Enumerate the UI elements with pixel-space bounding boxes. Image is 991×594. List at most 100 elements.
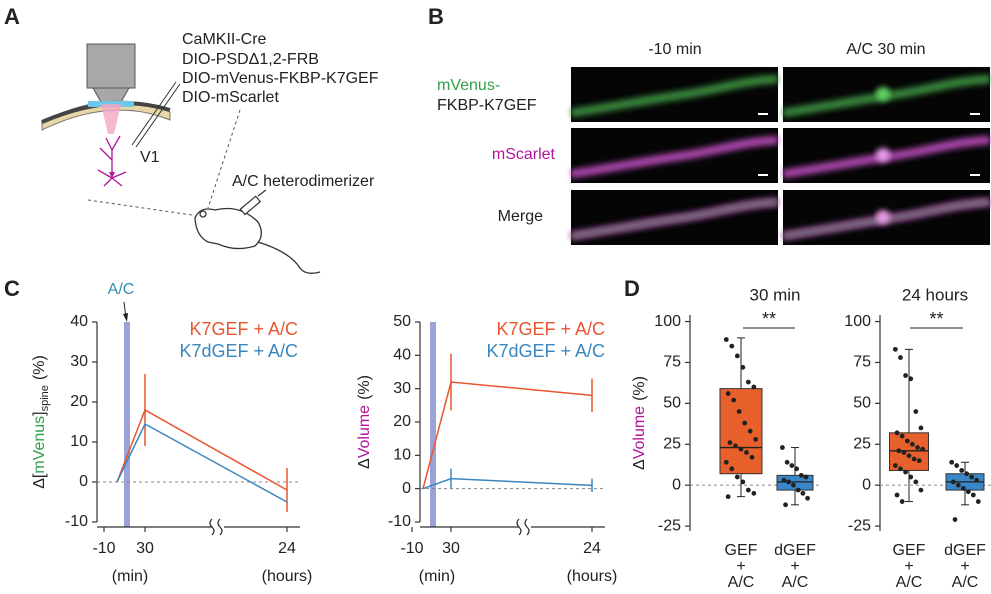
y-tick-label: 100 [844, 313, 871, 330]
row-label: FKBP-K7GEF [437, 97, 537, 114]
y-tick-label: 50 [393, 313, 411, 330]
data-point [974, 477, 980, 483]
dendrite [570, 135, 779, 179]
data-point [918, 487, 924, 493]
data-point [745, 379, 751, 385]
data-point [906, 453, 912, 459]
x-tick-label: -10 [400, 540, 423, 557]
treatment-bar [430, 322, 436, 527]
data-point [915, 445, 920, 450]
y-axis-label-part: Volume [631, 406, 648, 459]
data-point [751, 384, 757, 390]
x-tick-label: + [960, 558, 969, 575]
data-point [949, 459, 955, 465]
data-point [892, 463, 898, 468]
row-label: Merge [498, 208, 543, 225]
y-tick-label: 25 [663, 435, 681, 452]
chart-title: 30 min [749, 285, 800, 304]
y-axis-label: Δ[mVenus]spine (%) [31, 355, 51, 489]
x-tick-label: dGEF [774, 542, 816, 559]
x-tick-label: 30 [442, 540, 460, 557]
y-tick-label: 0 [862, 476, 871, 493]
x-tick-label: 30 [136, 540, 154, 557]
y-tick-label: -25 [658, 517, 681, 534]
y-axis-label-part: ] [31, 411, 48, 415]
y-tick-label: 0 [672, 476, 681, 493]
data-point [959, 468, 965, 473]
data-point [740, 364, 746, 370]
spine-spot [876, 87, 890, 101]
y-tick-label: 50 [663, 395, 681, 412]
y-tick-label: 30 [70, 353, 88, 370]
y-axis-label: ΔVolume (%) [631, 376, 648, 470]
legend-entry: K7dGEF + A/C [486, 341, 605, 361]
data-point [969, 474, 975, 480]
x-axis-label: (min) [112, 568, 148, 585]
y-tick-label: 0 [79, 473, 88, 490]
data-point [911, 456, 917, 462]
data-point [970, 492, 976, 498]
data-point [736, 409, 742, 414]
axis-break [524, 518, 530, 536]
annotation-arrowhead [123, 313, 128, 322]
panel-letter: A [4, 4, 20, 29]
region-label: V1 [140, 149, 160, 166]
data-point [896, 448, 902, 454]
row-label: mScarlet [492, 146, 556, 163]
axis-break [516, 518, 522, 536]
x-axis-label: (hours) [567, 568, 618, 585]
row-label: mVenus- [437, 77, 500, 94]
data-point [898, 466, 903, 472]
data-point [783, 502, 788, 508]
axis-break [209, 518, 215, 536]
series-line [116, 422, 288, 503]
data-point [892, 346, 898, 352]
spine-spot [876, 148, 890, 162]
data-point [904, 438, 910, 444]
data-point [913, 479, 919, 485]
data-point [903, 469, 908, 475]
data-point [780, 445, 785, 450]
data-point [901, 450, 907, 455]
data-point [954, 463, 960, 468]
data-point [975, 499, 981, 504]
data-point [747, 428, 753, 434]
significance-label: ** [929, 309, 943, 329]
data-point [791, 482, 796, 488]
dendrite [570, 200, 779, 238]
y-axis-label-part: Δ[ [31, 473, 48, 489]
dendrite [782, 74, 991, 118]
data-point [723, 337, 729, 342]
data-point [955, 482, 961, 488]
y-axis-label-part: Volume [356, 405, 373, 458]
data-point [733, 443, 738, 449]
data-point [729, 343, 735, 349]
x-tick-label: dGEF [944, 542, 986, 559]
x-axis-label: (min) [419, 568, 455, 585]
data-point [908, 376, 914, 382]
panel-letter: D [624, 276, 640, 301]
y-axis-label-part: spine [39, 385, 51, 411]
data-point [950, 479, 956, 485]
data-point [916, 458, 922, 464]
construct-label: DIO-mVenus-FKBP-K7GEF [182, 70, 379, 87]
data-point [894, 430, 900, 436]
data-point [803, 474, 809, 480]
data-point [789, 463, 795, 468]
x-tick-label: A/C [728, 574, 755, 591]
y-axis-label: ΔVolume (%) [356, 375, 373, 469]
data-point [800, 490, 806, 496]
data-point [734, 353, 740, 359]
data-point [795, 487, 801, 493]
x-tick-label: 24 [583, 540, 601, 557]
x-axis-label: (hours) [262, 568, 313, 585]
series-line [422, 381, 593, 489]
data-point [964, 471, 970, 477]
significance-label: ** [762, 309, 776, 329]
data-point [918, 425, 924, 431]
column-header: A/C 30 min [846, 41, 925, 58]
data-point [798, 472, 804, 478]
data-point [745, 487, 751, 493]
treatment-bar [124, 322, 130, 527]
dendrite [570, 74, 779, 118]
